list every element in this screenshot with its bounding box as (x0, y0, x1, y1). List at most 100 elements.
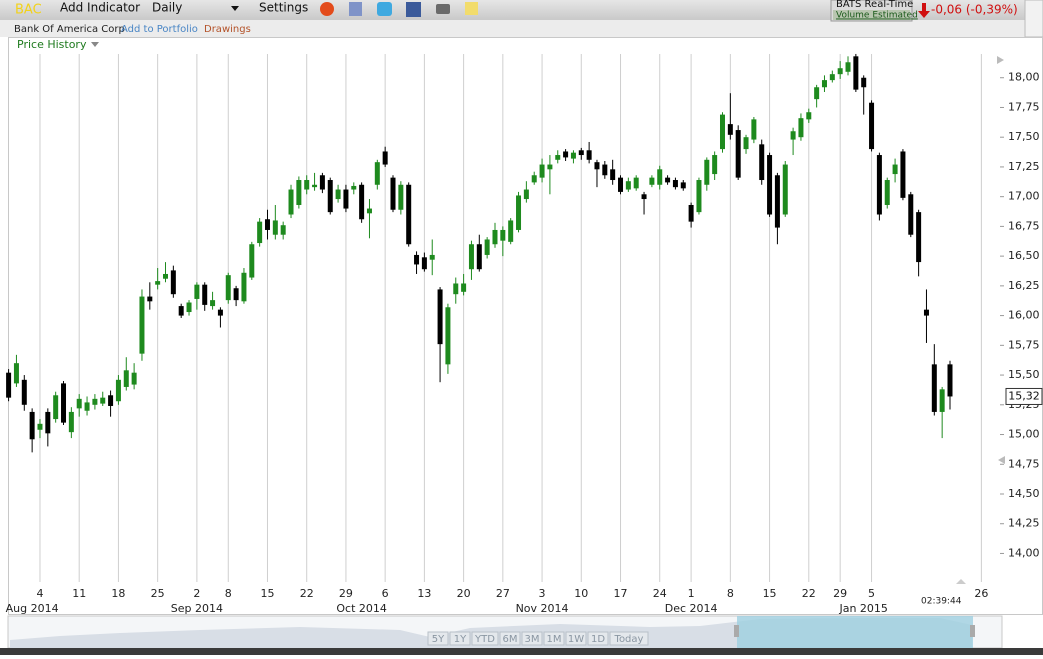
candle-body (335, 189, 341, 200)
range-button[interactable] (565, 631, 587, 646)
company: Bank Of America Corp (14, 24, 125, 35)
candle-body (241, 272, 247, 302)
range-button-label[interactable]: 3M (525, 634, 540, 645)
range-button[interactable] (499, 631, 521, 646)
alert-icon[interactable] (320, 2, 334, 16)
down-arrow (918, 3, 930, 18)
axis-marker (956, 579, 966, 584)
y-tick-label: 15,50 (1008, 368, 1040, 381)
candle-body (131, 372, 137, 385)
candle-body (100, 397, 106, 404)
candle-body (476, 244, 482, 270)
range-button[interactable] (449, 631, 471, 646)
candle-body (594, 162, 600, 170)
add-to-portfolio[interactable]: Add to Portfolio (121, 24, 198, 35)
panel-title[interactable]: Price History (17, 38, 87, 51)
note-icon[interactable] (465, 2, 478, 15)
x-tick-label: 29 (833, 587, 847, 600)
navigator-window[interactable] (737, 616, 973, 648)
x-tick-label: 24 (653, 587, 667, 600)
candle-body (84, 402, 90, 411)
candle-body (484, 239, 490, 255)
candle-body (861, 77, 867, 88)
x-tick-label: 22 (300, 587, 314, 600)
panel-menu-arrow[interactable] (91, 42, 99, 47)
candle-body (727, 124, 733, 135)
x-tick-label: 15 (260, 587, 274, 600)
range-button-label[interactable]: YTD (474, 634, 495, 645)
candle-body (767, 155, 773, 215)
candle-body (45, 411, 51, 434)
last-price-label: 15,32 (1008, 389, 1040, 402)
candle-body (406, 184, 412, 245)
menu-item[interactable]: Daily (152, 1, 182, 15)
x-tick-label: 1 (688, 587, 695, 600)
range-button[interactable] (543, 631, 565, 646)
candle-body (186, 302, 192, 313)
candle-body (539, 164, 545, 178)
candle-body (468, 244, 474, 270)
candle-body (327, 180, 333, 213)
range-button[interactable] (427, 631, 449, 646)
range-button-label[interactable]: 1W (568, 634, 584, 645)
candle-body (13, 363, 19, 384)
x-tick-label: 29 (339, 587, 353, 600)
chart: 4 11 18 25 2 8 15 22 29 6 13 20 27 3 10 17 24 1 8 15 22 29 5 26… (6, 53, 1043, 615)
x-tick-label: 6 (382, 587, 389, 600)
subbar (0, 20, 1043, 37)
range-button-label[interactable]: 1M (547, 634, 562, 645)
candle-body (798, 118, 804, 138)
navigator-handle[interactable] (970, 625, 975, 637)
range-button[interactable] (609, 631, 649, 646)
candle-body (445, 307, 451, 365)
candle-body (68, 411, 74, 433)
range-button-label[interactable]: Today (614, 634, 644, 645)
candle-body (264, 219, 270, 230)
facebook-icon[interactable] (406, 2, 421, 17)
range-button-label[interactable]: 1D (591, 634, 605, 645)
range-button[interactable] (471, 631, 499, 646)
y-tick-label: 17,50 (1008, 130, 1040, 143)
x-tick-label: 2 (193, 587, 200, 600)
candle-body (523, 189, 529, 200)
range-button-label[interactable]: 5Y (432, 634, 445, 645)
candle-body (916, 212, 922, 263)
volume-note[interactable]: Volume Estimated (836, 11, 918, 21)
menu-item[interactable]: Add Indicator (60, 1, 140, 15)
range-button-label[interactable]: 6M (503, 634, 518, 645)
candle-body (421, 257, 427, 270)
side-button[interactable] (1024, 0, 1043, 38)
candle-body (453, 283, 459, 295)
stack-icon[interactable] (349, 2, 362, 16)
candle-body (123, 370, 129, 387)
camera-icon[interactable] (436, 4, 450, 14)
menu-item[interactable]: Settings (259, 1, 308, 15)
candle-body (398, 184, 404, 210)
candle-body (790, 131, 796, 140)
range-button-label[interactable]: 1Y (454, 634, 467, 645)
drawings[interactable]: Drawings (204, 24, 251, 35)
plot-frame (8, 37, 1043, 615)
candle-body (892, 164, 898, 175)
candle-body (759, 144, 765, 181)
y-tick-label: 14,25 (1008, 517, 1040, 530)
candle-body (210, 300, 216, 307)
axis-marker (998, 456, 1005, 464)
x-tick-label: 18 (111, 587, 125, 600)
range-button[interactable] (587, 631, 609, 646)
dropdown-arrow[interactable] (231, 6, 239, 11)
y-tick-label: 16,75 (1008, 219, 1040, 232)
month-label: Jan 2015 (838, 602, 887, 615)
range-button[interactable] (521, 631, 543, 646)
navigator-handle[interactable] (734, 625, 739, 637)
symbol[interactable]: BAC (15, 3, 42, 18)
twitter-icon[interactable] (377, 2, 392, 16)
candle-body (304, 180, 310, 190)
candle-body (202, 284, 208, 305)
candle-body (53, 395, 59, 420)
candle-body (829, 74, 835, 81)
x-tick-label: 4 (36, 587, 43, 600)
candle-body (625, 181, 631, 190)
last-price-box (1005, 387, 1043, 405)
y-tick-label: 17,25 (1008, 160, 1040, 173)
